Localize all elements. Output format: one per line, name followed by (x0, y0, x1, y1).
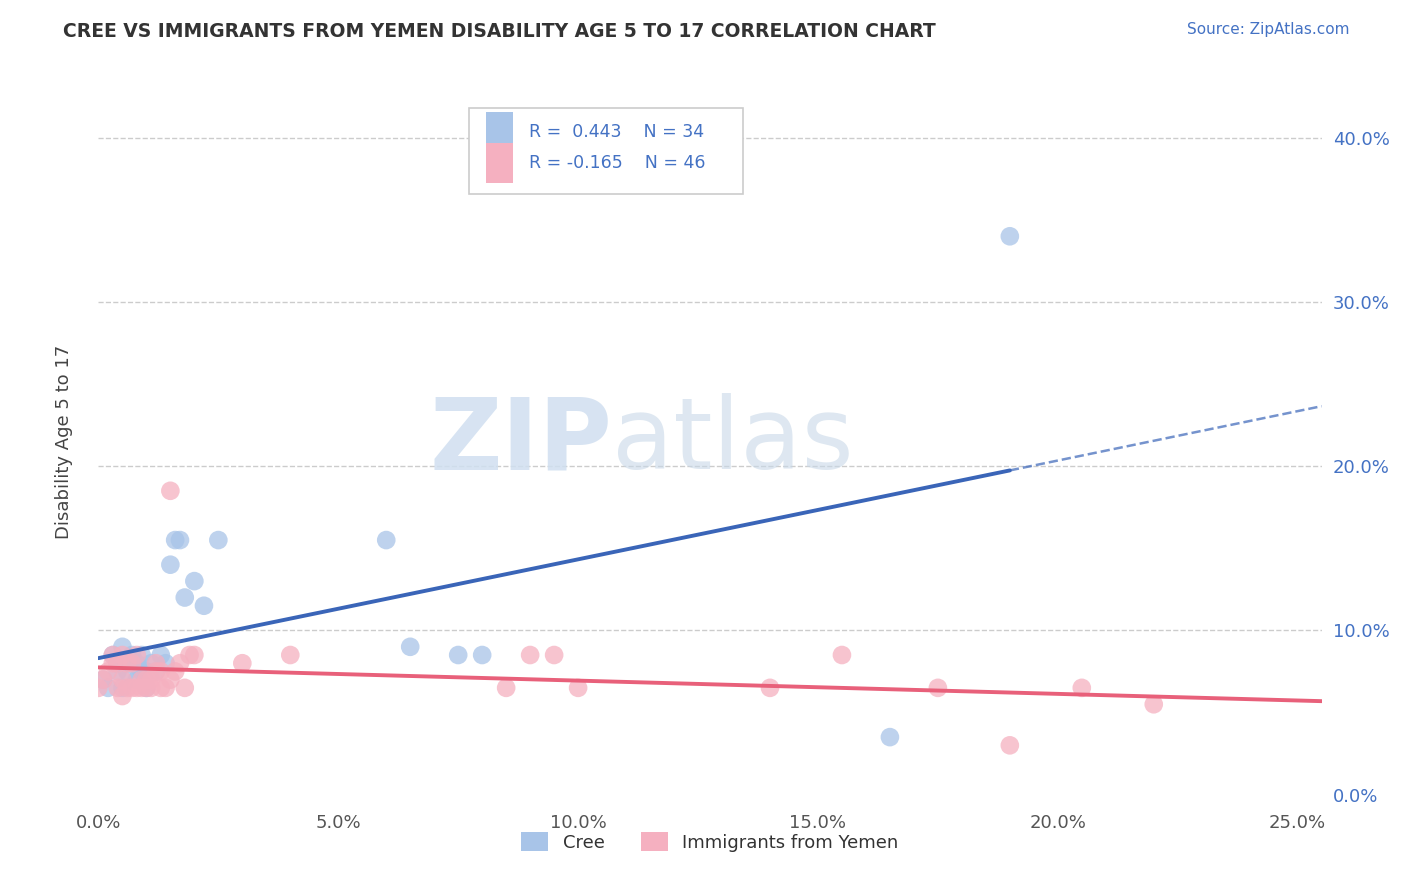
Point (183, 574, 205, 588)
Point (125, 673, 148, 687)
Point (121, 648, 143, 662)
Point (115, 657, 138, 671)
Point (567, 681, 589, 695)
Point (207, 533, 229, 547)
Point (107, 657, 129, 671)
Point (141, 673, 163, 687)
Point (131, 648, 153, 662)
Point (135, 673, 157, 687)
Point (879, 730, 901, 744)
Point (111, 673, 134, 687)
Point (125, 681, 148, 695)
Legend: Cree, Immigrants from Yemen: Cree, Immigrants from Yemen (515, 825, 905, 859)
Point (149, 648, 172, 662)
Point (231, 657, 253, 671)
Point (165, 533, 187, 547)
Point (165, 665, 187, 679)
Point (111, 681, 134, 695)
Point (193, 599, 215, 613)
Point (159, 673, 181, 687)
Point (107, 681, 129, 695)
Point (375, 533, 398, 547)
Point (135, 681, 157, 695)
Point (145, 665, 167, 679)
Point (125, 648, 148, 662)
Point (159, 558, 181, 572)
Point (131, 665, 153, 679)
Point (145, 657, 167, 671)
FancyBboxPatch shape (470, 108, 742, 194)
Point (111, 648, 134, 662)
Point (97, 681, 120, 695)
Point (101, 648, 124, 662)
Point (173, 681, 195, 695)
Point (155, 657, 177, 671)
Point (169, 657, 191, 671)
Point (399, 640, 422, 654)
Point (101, 657, 124, 671)
Point (519, 648, 541, 662)
FancyBboxPatch shape (486, 112, 513, 152)
Point (149, 665, 172, 679)
Point (183, 648, 205, 662)
Text: atlas: atlas (612, 393, 853, 490)
Point (1070, 681, 1092, 695)
Point (169, 533, 191, 547)
Point (131, 681, 153, 695)
Point (87, 681, 110, 695)
Point (173, 591, 195, 605)
Point (927, 681, 949, 695)
Point (155, 681, 177, 695)
Text: Source: ZipAtlas.com: Source: ZipAtlas.com (1187, 22, 1350, 37)
Point (125, 657, 148, 671)
Point (91, 673, 114, 687)
Point (159, 483, 181, 498)
Point (135, 665, 157, 679)
Point (141, 657, 163, 671)
Point (107, 657, 129, 671)
Point (278, 648, 301, 662)
Text: ZIP: ZIP (429, 393, 612, 490)
Point (91, 673, 114, 687)
Point (471, 648, 494, 662)
Point (149, 681, 172, 695)
Point (111, 640, 134, 654)
Point (495, 681, 517, 695)
Point (131, 673, 153, 687)
Point (543, 648, 565, 662)
Point (831, 648, 853, 662)
Text: R =  0.443    N = 34: R = 0.443 N = 34 (529, 123, 704, 141)
Point (998, 229, 1021, 244)
Text: CREE VS IMMIGRANTS FROM YEMEN DISABILITY AGE 5 TO 17 CORRELATION CHART: CREE VS IMMIGRANTS FROM YEMEN DISABILITY… (63, 22, 936, 41)
Point (111, 689, 134, 703)
Point (447, 648, 470, 662)
Point (179, 648, 201, 662)
Point (121, 657, 143, 671)
Y-axis label: Disability Age 5 to 17: Disability Age 5 to 17 (55, 344, 73, 539)
Point (101, 648, 124, 662)
Point (115, 665, 138, 679)
Point (145, 665, 167, 679)
Point (97, 665, 120, 679)
Point (115, 681, 138, 695)
Point (141, 681, 163, 695)
Text: R = -0.165    N = 46: R = -0.165 N = 46 (529, 154, 706, 172)
Point (1143, 698, 1166, 712)
Point (115, 657, 138, 671)
Point (135, 681, 157, 695)
FancyBboxPatch shape (486, 143, 513, 183)
Point (121, 657, 143, 671)
Point (107, 665, 129, 679)
Point (759, 681, 782, 695)
Point (998, 739, 1021, 753)
Point (121, 681, 143, 695)
